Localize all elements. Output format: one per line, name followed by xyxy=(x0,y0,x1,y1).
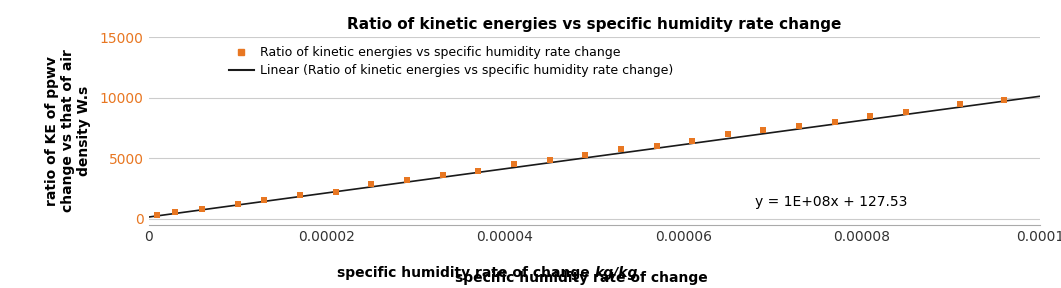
Text: specific humidity rate of change: specific humidity rate of change xyxy=(336,266,594,280)
Point xyxy=(827,119,843,124)
Point xyxy=(755,128,772,132)
Point xyxy=(256,198,273,202)
Point xyxy=(229,202,246,206)
Point xyxy=(951,101,968,106)
Text: specific humidity rate of change: specific humidity rate of change xyxy=(455,271,712,285)
Point xyxy=(167,210,184,215)
Point xyxy=(149,213,166,217)
Point xyxy=(434,173,451,177)
Title: Ratio of kinetic energies vs specific humidity rate change: Ratio of kinetic energies vs specific hu… xyxy=(347,17,841,32)
Point xyxy=(790,124,807,129)
Point xyxy=(292,193,309,198)
Point xyxy=(862,113,879,118)
Text: kg/kg: kg/kg xyxy=(594,266,638,280)
Point xyxy=(541,158,558,163)
Point xyxy=(470,169,487,173)
Point xyxy=(612,147,629,152)
Point xyxy=(995,98,1012,102)
Point xyxy=(683,139,700,143)
Y-axis label: ratio of KE of ppwv
change vs that of air
density W.s: ratio of KE of ppwv change vs that of ai… xyxy=(45,50,91,213)
Point xyxy=(898,110,915,114)
Point xyxy=(399,178,416,183)
Legend: Ratio of kinetic energies vs specific humidity rate change, Linear (Ratio of kin: Ratio of kinetic energies vs specific hu… xyxy=(226,44,676,80)
Point xyxy=(719,131,736,136)
Point xyxy=(505,162,522,166)
Text: y = 1E+08x + 127.53: y = 1E+08x + 127.53 xyxy=(754,195,907,209)
Point xyxy=(363,182,380,187)
Point xyxy=(327,190,344,195)
Point xyxy=(577,153,594,158)
Point xyxy=(193,206,210,211)
Point xyxy=(648,143,665,148)
